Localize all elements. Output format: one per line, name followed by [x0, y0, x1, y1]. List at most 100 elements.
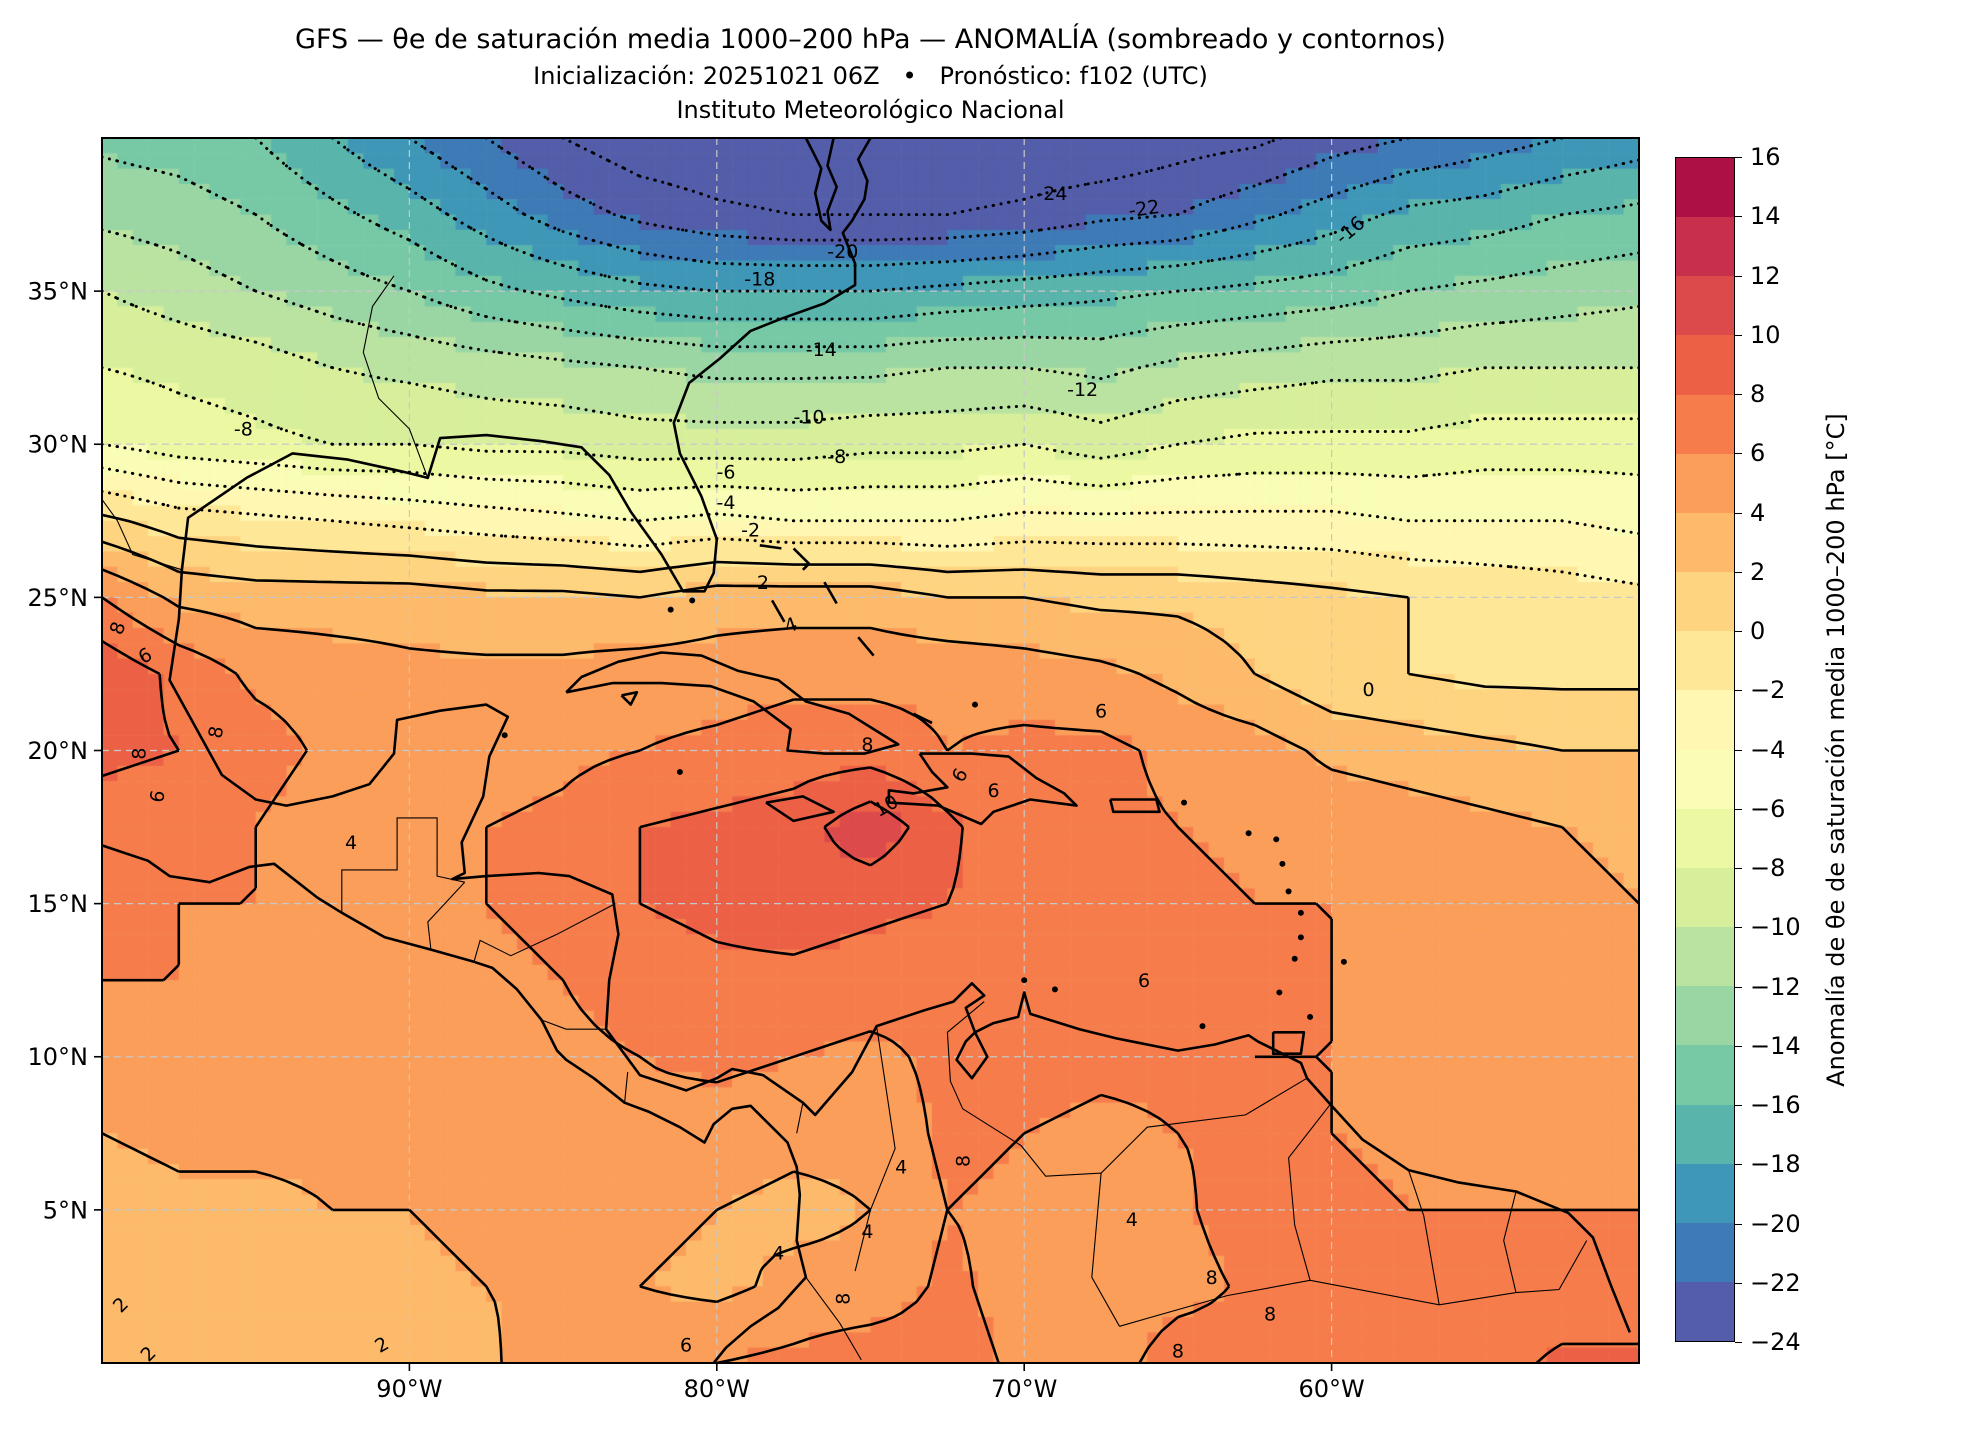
contour-label: -20 [827, 241, 858, 263]
contour-label: -8 [827, 446, 846, 468]
colorbar-band [1676, 158, 1734, 218]
colorbar-band [1676, 572, 1734, 632]
colorbar-tick [1735, 1223, 1742, 1225]
colorbar-band [1676, 335, 1734, 395]
colorbar-band [1676, 749, 1734, 809]
colorbar-band [1676, 986, 1734, 1046]
colorbar-tick-label: 0 [1750, 617, 1766, 645]
contour-label: 6 [987, 780, 999, 802]
contour-label: -24 [1036, 183, 1067, 205]
colorbar-band [1676, 1104, 1734, 1164]
colorbar-tick-label: −10 [1750, 913, 1801, 942]
colorbar-band [1676, 1281, 1734, 1342]
colorbar-tick [1735, 690, 1742, 692]
colorbar-tick [1735, 927, 1742, 929]
contour-label: -18 [744, 269, 775, 291]
colorbar-tick-label: 12 [1750, 261, 1781, 290]
y-tick-label: 5°N [43, 1196, 88, 1224]
colorbar-band [1676, 512, 1734, 573]
colorbar-tick-label: 8 [1750, 380, 1766, 408]
colorbar-band [1676, 808, 1734, 868]
y-tick-label: 10°N [28, 1043, 89, 1071]
colorbar-tick [1735, 1282, 1742, 1284]
colorbar-tick [1735, 1164, 1742, 1166]
contour-label: 2 [757, 572, 769, 594]
colorbar-tick [1735, 453, 1742, 455]
page-title: GFS — θe de saturación media 1000–200 hP… [295, 24, 1446, 55]
contour-label: 4 [772, 1242, 784, 1264]
colorbar-tick [1735, 749, 1742, 751]
contour-label: 8 [204, 724, 228, 740]
contour-label: 4 [861, 1221, 873, 1243]
colorbar-band [1676, 631, 1734, 691]
institution-title: Instituto Meteorológico Nacional [676, 96, 1065, 124]
contour-label: 4 [345, 832, 357, 854]
colorbar-tick [1735, 868, 1742, 869]
contours-negative-dotted [102, 138, 1639, 587]
colorbar-label: Anomalía de θe de saturación media 1000–… [1822, 413, 1850, 1087]
run-subtitle: Inicialización: 20251021 06Z • Pronóstic… [533, 62, 1208, 90]
contour-label: 4 [895, 1157, 907, 1179]
contour-label: -16 [1331, 212, 1369, 249]
contour-label: 6 [1138, 970, 1150, 992]
contour-label: 8 [952, 1155, 974, 1167]
colorbar-tick-label: −18 [1750, 1150, 1801, 1179]
colorbar-band [1676, 867, 1734, 928]
contour-label: 6 [1095, 700, 1107, 722]
colorbar-tick [1735, 394, 1742, 395]
contour-label: 8 [832, 1293, 854, 1305]
y-tick-label: 15°N [28, 890, 89, 918]
colorbar-tick-label: −14 [1750, 1031, 1801, 1060]
colorbar-tick-label: 2 [1750, 557, 1766, 586]
y-tick-label: 25°N [28, 584, 89, 612]
country-borders [102, 275, 1588, 1361]
colorbar-tick-label: −16 [1750, 1091, 1801, 1119]
colorbar-band [1676, 927, 1734, 987]
y-tick-label: 35°N [28, 278, 89, 306]
colorbar-band [1676, 453, 1734, 513]
colorbar-tick-label: 14 [1750, 202, 1781, 231]
contour-label: -6 [717, 461, 736, 483]
contour-label: 0 [1362, 679, 1374, 701]
colorbar-band [1676, 217, 1734, 277]
contour-label: 8 [1206, 1267, 1218, 1289]
colorbar-tick [1735, 275, 1742, 277]
colorbar-tick-label: −12 [1750, 972, 1801, 1001]
colorbar-tick [1735, 157, 1742, 158]
contour-label: 8 [861, 734, 873, 756]
x-tick-label: 80°W [684, 1375, 750, 1403]
colorbar-tick-label: −4 [1750, 735, 1786, 764]
contour-label: 6 [146, 789, 170, 805]
small-islands [501, 597, 1347, 1030]
contour-label: 8 [1264, 1304, 1276, 1326]
colorbar-band [1676, 1222, 1734, 1282]
colorbar-band [1676, 1163, 1734, 1223]
x-tick-label: 60°W [1298, 1375, 1364, 1403]
colorbar-tick-label: −2 [1750, 676, 1786, 705]
colorbar-tick [1735, 512, 1742, 514]
colorbar-band [1676, 394, 1734, 454]
y-tick-label: 30°N [28, 431, 89, 459]
colorbar-tick-label: 4 [1750, 498, 1766, 527]
contour-label: 4 [781, 613, 800, 638]
colorbar-band [1676, 690, 1734, 750]
contour-label: -12 [1067, 379, 1098, 401]
x-tick-label: 90°W [376, 1375, 442, 1403]
x-tick-label: 70°W [991, 1375, 1057, 1403]
colorbar-tick [1735, 631, 1742, 632]
colorbar-tick [1735, 334, 1742, 336]
contour-label: -8 [234, 419, 253, 441]
y-tick-label: 20°N [28, 737, 89, 765]
contour-label: 2 [109, 1293, 133, 1317]
colorbar-band [1676, 1045, 1734, 1105]
contour-label: 8 [106, 619, 131, 638]
colorbar [1675, 157, 1735, 1342]
colorbar-tick [1735, 571, 1742, 573]
colorbar-tick [1735, 808, 1742, 810]
colorbar-tick-label: −8 [1750, 854, 1786, 882]
colorbar-tick [1735, 1342, 1742, 1343]
contour-label: 6 [135, 644, 156, 669]
colorbar-tick-label: 6 [1750, 439, 1766, 468]
